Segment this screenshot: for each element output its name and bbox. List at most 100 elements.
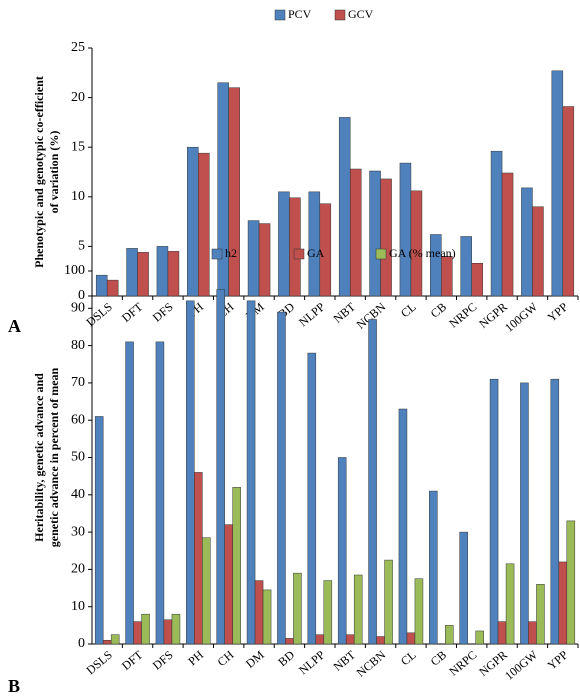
- bar: [380, 178, 392, 297]
- bar: [315, 634, 325, 645]
- x-tick-label: NRPC: [446, 300, 479, 331]
- y-tick-label: 25: [71, 40, 85, 55]
- x-tick-label: NRPC: [446, 648, 479, 679]
- bar: [398, 408, 408, 645]
- bar: [258, 223, 271, 297]
- bar: [536, 584, 545, 645]
- bar: [319, 203, 332, 297]
- bar: [441, 256, 453, 297]
- bar: [430, 234, 442, 297]
- bar: [171, 613, 181, 645]
- x-tick-label: DM: [243, 647, 267, 670]
- x-tick-label: CB: [428, 300, 449, 321]
- x-tick-label: DFT: [119, 647, 146, 673]
- bar: [110, 634, 120, 645]
- bar: [156, 246, 169, 297]
- y-tick-label: 80: [71, 338, 85, 353]
- bar: [376, 636, 385, 645]
- bar: [490, 150, 503, 297]
- bar: [429, 490, 438, 645]
- x-tick-label: CL: [398, 648, 419, 669]
- legend-label: PCV: [288, 7, 312, 21]
- y-tick-label: 30: [71, 524, 85, 539]
- bar: [94, 416, 104, 645]
- y-tick-label: 5: [78, 239, 85, 254]
- bar: [489, 378, 499, 645]
- x-tick-label: NLPP: [296, 647, 328, 677]
- y-tick-label: 0: [78, 636, 85, 651]
- bar: [285, 638, 294, 645]
- bar: [155, 341, 165, 645]
- y-tick-label: 90: [71, 301, 85, 316]
- bar: [133, 621, 142, 645]
- y-axis-label: Phenotypic and genotypic co-efficient: [32, 76, 46, 268]
- y-tick-label: 15: [71, 139, 85, 154]
- y-tick-label: 100: [64, 263, 85, 278]
- bar: [308, 191, 321, 297]
- bar: [186, 300, 195, 645]
- bar: [471, 263, 483, 297]
- bar: [406, 632, 416, 645]
- bar: [369, 170, 381, 297]
- bar: [126, 248, 138, 297]
- x-tick-label: YPP: [545, 299, 571, 324]
- panel-label: A: [8, 316, 21, 336]
- x-tick-label: DSLS: [83, 648, 114, 678]
- bar: [217, 82, 229, 297]
- bar: [232, 487, 241, 645]
- bar: [459, 531, 468, 645]
- bar: [228, 87, 240, 297]
- x-tick-label: 100GW: [502, 299, 541, 335]
- bar: [349, 168, 362, 297]
- x-tick-label: DFS: [150, 300, 176, 325]
- bar: [414, 578, 424, 645]
- bar: [520, 382, 529, 645]
- legend-swatch: [293, 248, 305, 260]
- bar: [410, 190, 423, 297]
- y-axis-label: genetic advance in percent of mean: [47, 367, 61, 547]
- bar: [289, 197, 301, 297]
- y-tick-label: 20: [71, 90, 85, 105]
- y-tick-label: 70: [71, 375, 85, 390]
- bar: [475, 630, 484, 645]
- x-tick-label: CB: [428, 648, 449, 669]
- bar: [163, 619, 173, 645]
- x-tick-label: DFS: [150, 648, 176, 673]
- x-tick-label: CL: [398, 300, 419, 321]
- x-tick-label: YPP: [545, 647, 571, 672]
- bar: [337, 457, 347, 645]
- legend-label: GCV: [348, 7, 374, 21]
- bar: [445, 625, 454, 645]
- x-tick-label: BD: [275, 647, 297, 669]
- bar: [521, 187, 533, 297]
- bar: [216, 289, 225, 645]
- y-axis-label: of variation (%): [47, 131, 61, 214]
- panel-label: B: [8, 676, 20, 696]
- bar: [141, 613, 150, 645]
- bar: [106, 279, 119, 297]
- y-tick-label: 60: [71, 412, 85, 427]
- y-axis-label: Heritability, genetic advance and: [32, 373, 46, 542]
- bar: [102, 640, 112, 645]
- legend-swatch: [274, 9, 286, 21]
- bar: [384, 559, 393, 645]
- bar: [345, 634, 355, 645]
- bar: [198, 152, 210, 297]
- bar: [532, 206, 544, 297]
- bar: [558, 561, 568, 645]
- bar: [247, 220, 260, 297]
- x-tick-label: NCBN: [354, 647, 389, 679]
- bar: [460, 236, 472, 297]
- legend-swatch: [211, 248, 223, 260]
- bar: [277, 311, 286, 645]
- bar: [353, 574, 363, 645]
- bar: [399, 162, 412, 297]
- bar: [307, 352, 317, 645]
- bar: [323, 580, 333, 645]
- bar: [224, 524, 233, 645]
- legend-swatch: [375, 248, 387, 260]
- legend-swatch: [334, 9, 346, 21]
- y-tick-label: 20: [71, 562, 85, 577]
- x-tick-label: DFT: [119, 299, 146, 325]
